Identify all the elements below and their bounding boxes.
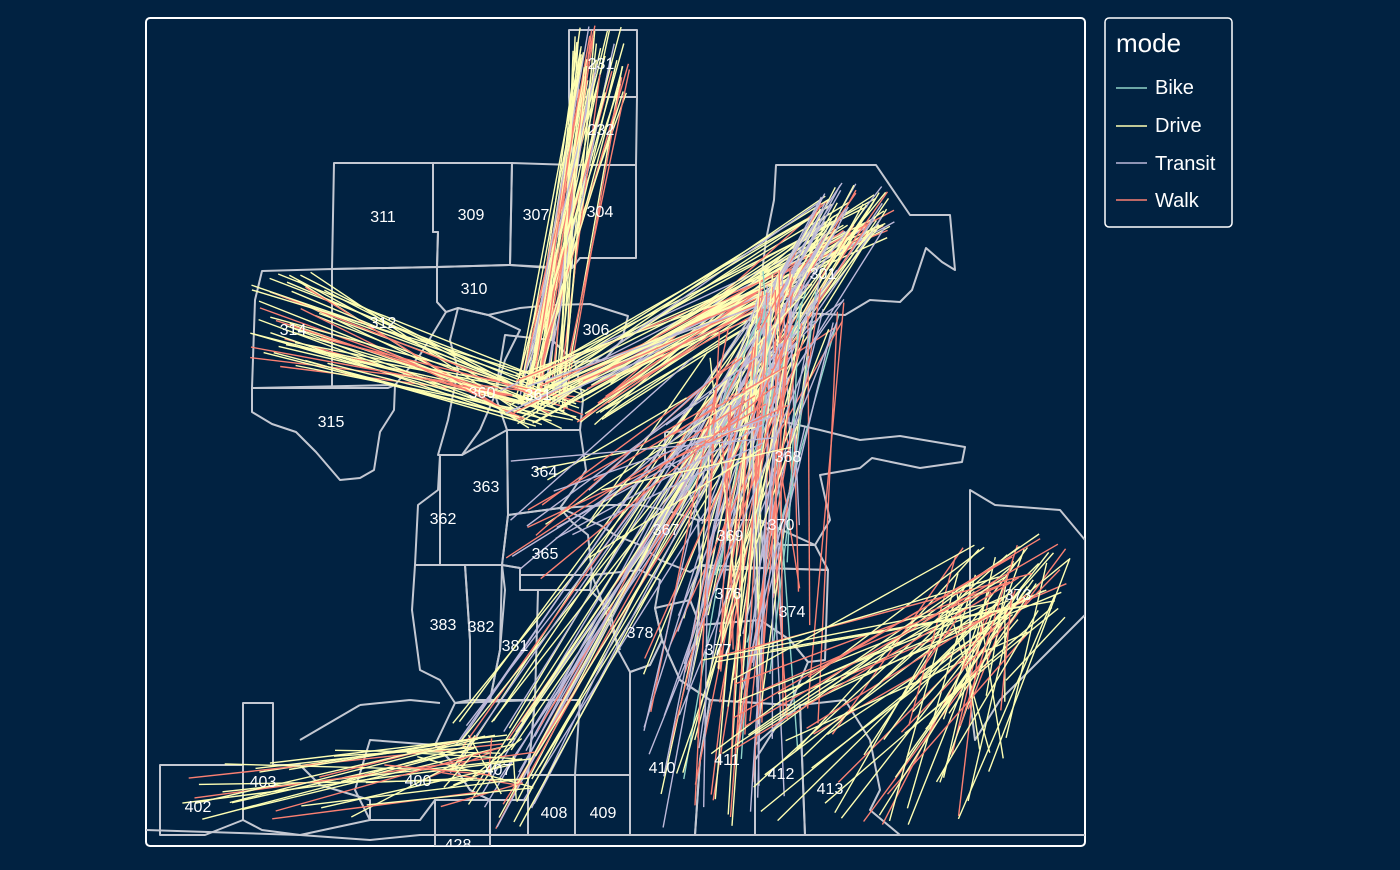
zone-label-312: 312 (370, 315, 397, 332)
zone-label-402: 402 (185, 799, 212, 816)
zone-label-370: 370 (768, 517, 795, 534)
zone-label-364: 364 (531, 464, 558, 481)
legend-title: mode (1116, 28, 1181, 58)
zone-label-377: 377 (705, 642, 732, 659)
zone-label-382: 382 (468, 619, 495, 636)
zone-label-311: 311 (370, 209, 396, 226)
zone-label-315: 315 (318, 414, 345, 431)
zone-label-373: 373 (1005, 587, 1032, 604)
zone-label-400: 400 (405, 773, 432, 790)
legend-label-bike: Bike (1155, 77, 1194, 99)
zone-label-363: 363 (473, 479, 500, 496)
zone-label-381: 381 (502, 638, 529, 655)
zone-label-306: 306 (583, 322, 610, 339)
zone-label-383: 383 (430, 617, 457, 634)
zone-label-362: 362 (430, 511, 457, 528)
zone-label-361: 361 (525, 387, 552, 404)
zone-label-409: 409 (590, 805, 617, 822)
legend-label-drive: Drive (1155, 115, 1202, 137)
zone-label-413: 413 (817, 781, 844, 798)
zone-label-365: 365 (532, 546, 559, 563)
zone-label-412: 412 (768, 766, 795, 783)
zone-label-407: 407 (485, 762, 512, 779)
zone-label-307: 307 (523, 207, 550, 224)
zone-label-410: 410 (649, 760, 676, 777)
zone-label-231: 231 (588, 56, 615, 73)
zone-label-411: 411 (714, 752, 740, 769)
zone-label-232: 232 (588, 122, 615, 139)
legend-label-transit: Transit (1155, 153, 1216, 175)
zone-label-408: 408 (541, 805, 568, 822)
zone-label-367: 367 (653, 522, 680, 539)
zone-label-376: 376 (715, 586, 742, 603)
zone-label-301: 301 (810, 266, 837, 283)
zone-label-304: 304 (587, 204, 614, 221)
legend: mode Bike Drive Transit Walk (1105, 18, 1232, 227)
zone-label-368: 368 (775, 449, 802, 466)
zone-label-360: 360 (469, 385, 496, 402)
map-panel-frame (146, 18, 1085, 846)
zone-label-369: 369 (717, 528, 744, 545)
zone-label-403: 403 (250, 774, 277, 791)
zone-label-428: 428 (445, 837, 472, 854)
legend-label-walk: Walk (1155, 190, 1200, 212)
zone-label-374: 374 (779, 604, 806, 621)
zone-label-378: 378 (627, 625, 654, 642)
zone-label-310: 310 (461, 281, 488, 298)
zone-label-309: 309 (458, 207, 485, 224)
zone-label-314: 314 (280, 322, 307, 339)
